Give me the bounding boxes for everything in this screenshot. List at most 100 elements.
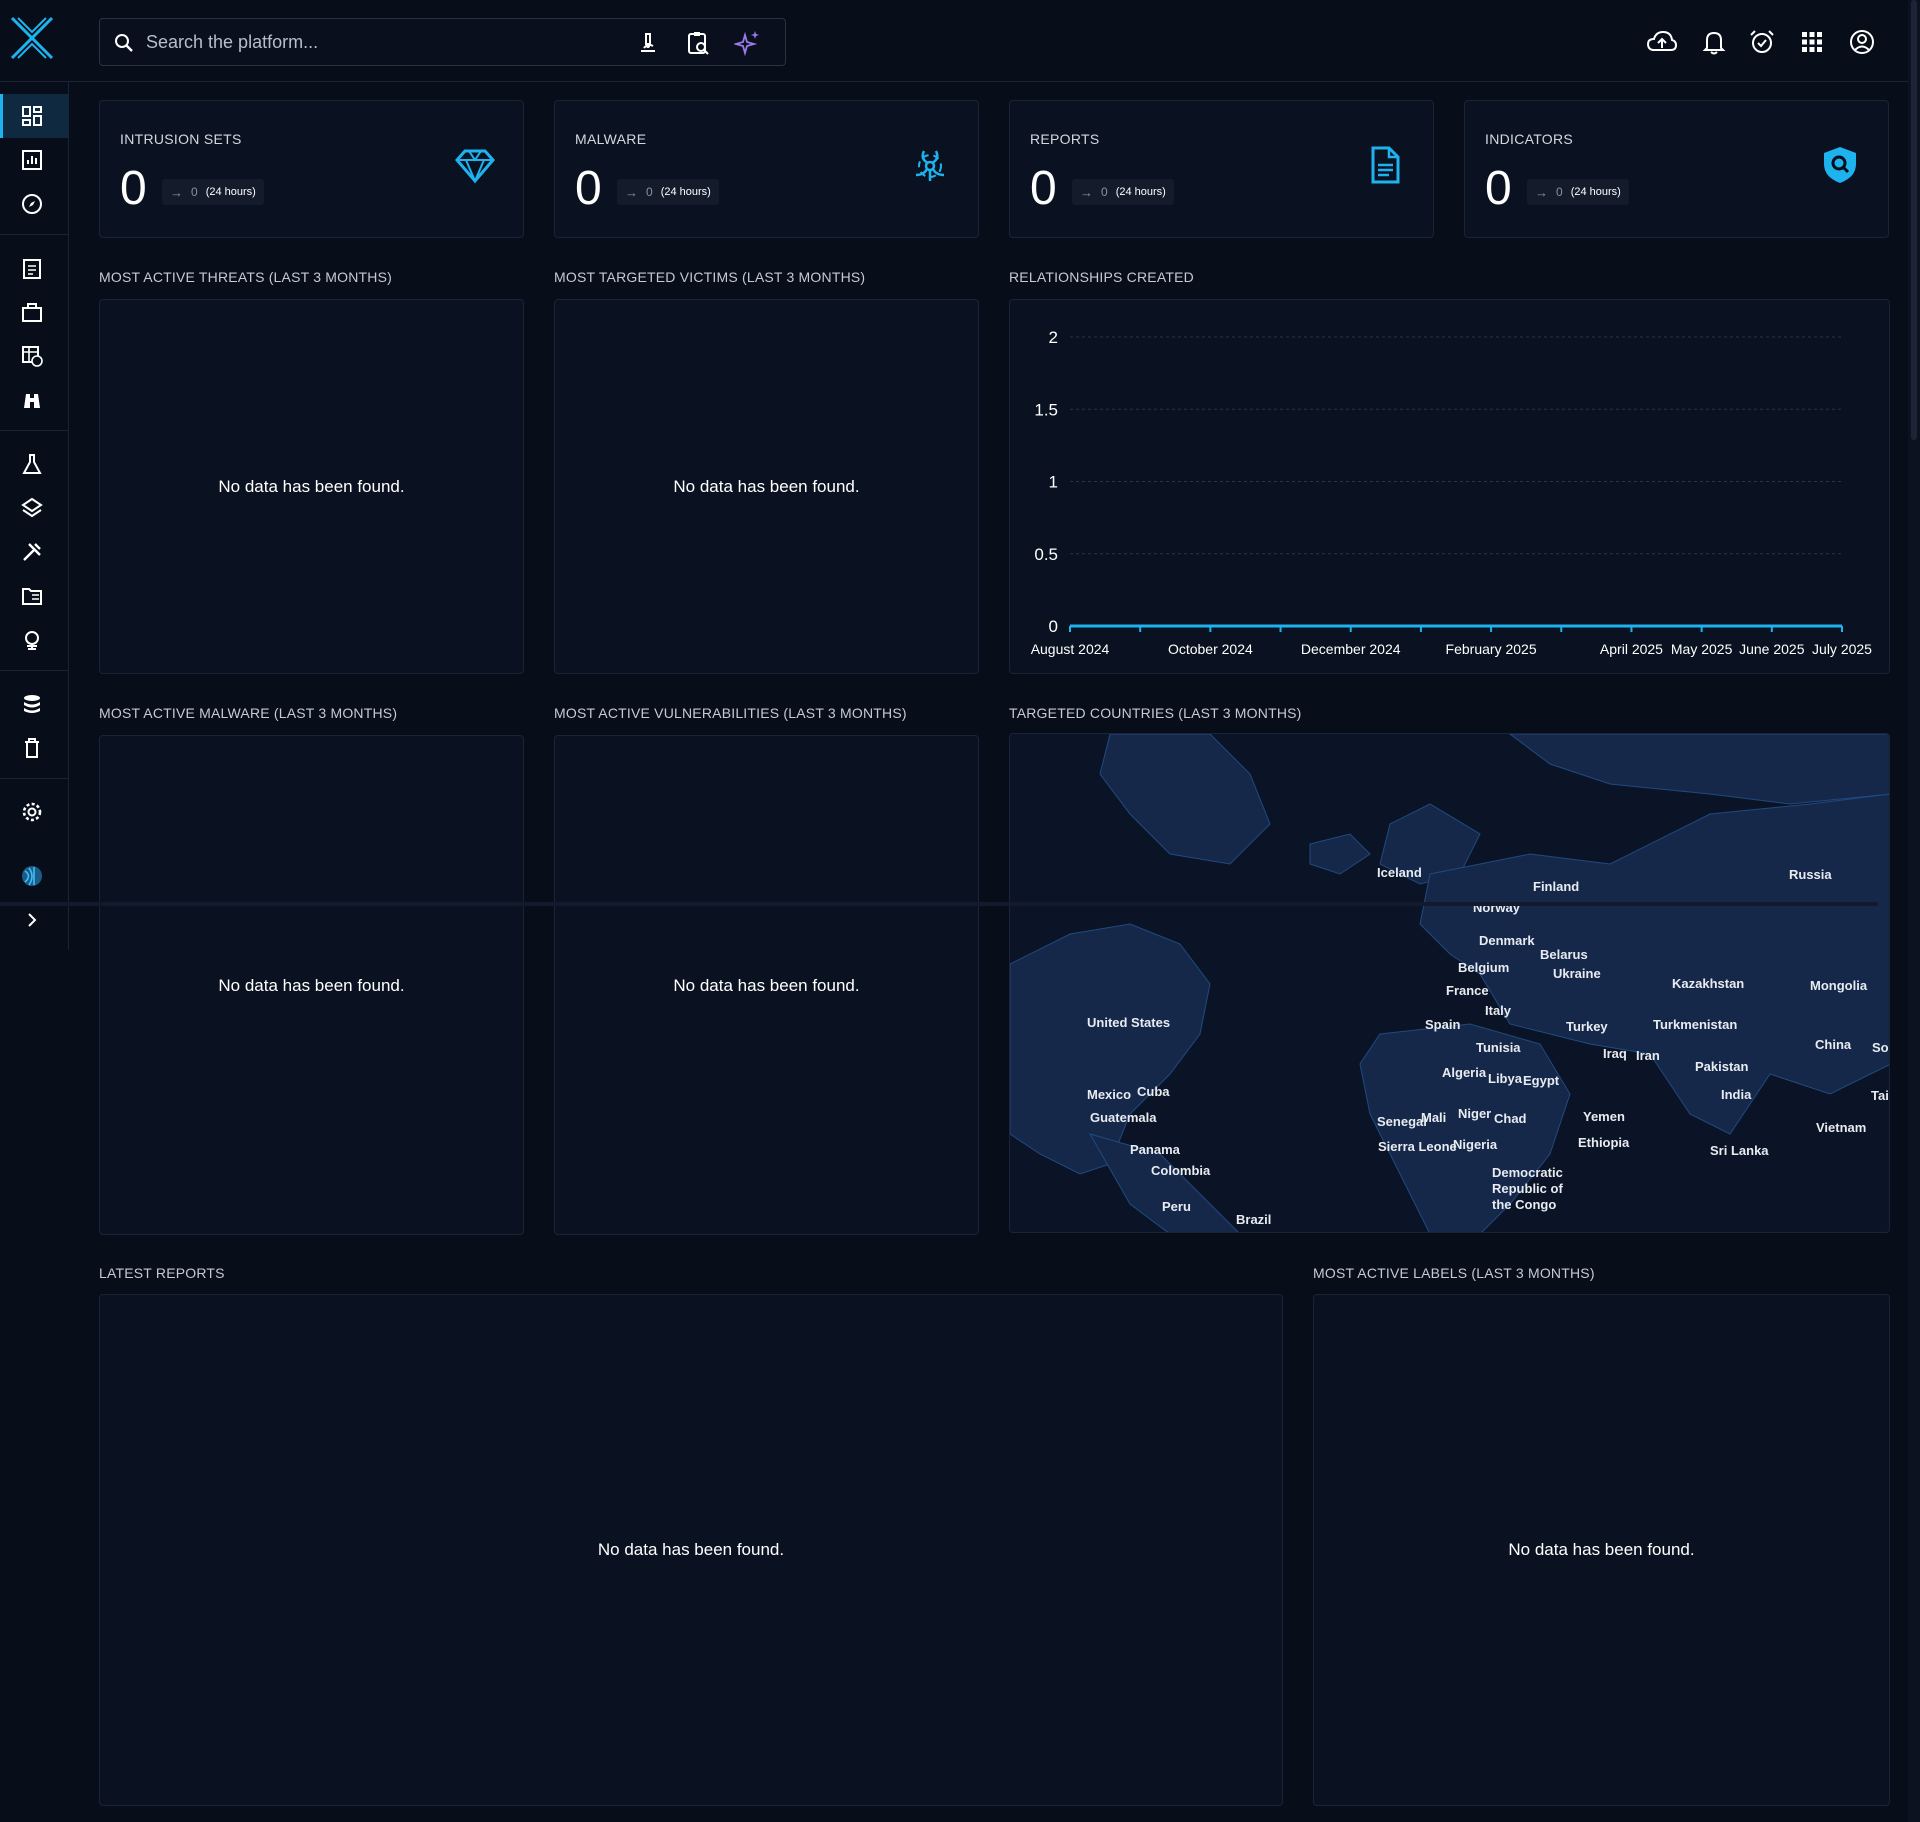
nav-explore[interactable] xyxy=(0,182,68,226)
world-map[interactable]: IcelandFinlandRussiaNorwayDenmarkBelarus… xyxy=(1010,734,1890,1233)
country-label: Mexico xyxy=(1087,1087,1131,1102)
ai-sparkle-icon[interactable] xyxy=(734,29,762,57)
country-label: Mongolia xyxy=(1810,978,1868,993)
nav-observations[interactable] xyxy=(0,334,68,378)
country-label: Iran xyxy=(1636,1048,1660,1063)
country-label: Belgium xyxy=(1458,960,1509,975)
stat-delta-chip: → 0 (24 hours) xyxy=(1527,179,1629,205)
nav-dashboard[interactable] xyxy=(0,94,68,138)
section-title-labels: MOST ACTIVE LABELS (LAST 3 MONTHS) xyxy=(1313,1265,1595,1281)
nav-entities[interactable] xyxy=(0,574,68,618)
stat-delta: 0 xyxy=(1556,185,1563,199)
nav-events[interactable] xyxy=(0,290,68,334)
nav-expand[interactable] xyxy=(0,898,68,942)
nav-filigran[interactable] xyxy=(0,854,68,898)
stat-title: MALWARE xyxy=(575,131,647,147)
country-label: Brazil xyxy=(1236,1212,1271,1227)
country-label: Chad xyxy=(1494,1111,1527,1126)
alarm-check-icon[interactable] xyxy=(1748,28,1776,56)
bell-icon[interactable] xyxy=(1700,28,1728,56)
country-label: Sierra Leone xyxy=(1378,1139,1457,1154)
stat-delta: 0 xyxy=(1101,185,1108,199)
stat-delta: 0 xyxy=(191,185,198,199)
y-tick-label: 1 xyxy=(1049,473,1058,492)
empty-message: No data has been found. xyxy=(1508,1540,1695,1559)
nav-cases[interactable] xyxy=(0,246,68,290)
left-navigation xyxy=(0,82,69,950)
chart-box-icon xyxy=(22,150,42,170)
clipboard-search-icon[interactable] xyxy=(684,29,712,57)
stat-card-reports[interactable]: REPORTS 0 → 0 (24 hours) xyxy=(1009,100,1434,238)
section-title-vulns: MOST ACTIVE VULNERABILITIES (LAST 3 MONT… xyxy=(554,705,907,721)
page-scrollbar[interactable] xyxy=(1908,0,1920,1822)
panel-most-active-vulnerabilities: No data has been found. xyxy=(554,735,979,1235)
stat-value: 0 xyxy=(1030,162,1057,215)
nav-tools[interactable] xyxy=(0,530,68,574)
nav-trash[interactable] xyxy=(0,726,68,770)
empty-message: No data has been found. xyxy=(218,477,405,496)
scrollbar-thumb[interactable] xyxy=(1911,0,1917,440)
filigran-globe-icon xyxy=(22,866,42,886)
country-label: Niger xyxy=(1458,1106,1491,1121)
empty-message: No data has been found. xyxy=(597,1540,785,1559)
stat-card-indicators[interactable]: INDICATORS 0 → 0 (24 hours) xyxy=(1464,100,1889,238)
tools-icon xyxy=(23,543,41,561)
country-label: Libya xyxy=(1488,1071,1523,1086)
apps-grid-icon[interactable] xyxy=(1798,28,1826,56)
country-label: Finland xyxy=(1533,879,1579,894)
y-tick-label: 1.5 xyxy=(1034,400,1058,419)
country-label: Turkmenistan xyxy=(1653,1017,1737,1032)
nav-analyses[interactable] xyxy=(0,138,68,182)
y-tick-label: 0 xyxy=(1049,617,1058,636)
stat-card-malware[interactable]: MALWARE 0 → 0 (24 hours) xyxy=(554,100,979,238)
briefcase-icon xyxy=(22,303,42,322)
stat-period: (24 hours) xyxy=(1115,186,1166,198)
panel-most-active-labels: No data has been found. xyxy=(1313,1294,1890,1806)
x-tick-label: June 2025 xyxy=(1739,641,1805,657)
panel-targeted-countries-map[interactable]: Iceland Finland Russia Norway Denmark Belarus… xyxy=(1009,733,1890,1233)
trash-icon xyxy=(25,738,39,758)
country-label: Iraq xyxy=(1603,1046,1627,1061)
country-label: Iceland xyxy=(1377,865,1422,880)
country-label: Denmark xyxy=(1479,933,1535,948)
account-icon[interactable] xyxy=(1848,28,1876,56)
nav-techniques[interactable] xyxy=(0,486,68,530)
country-label: Egypt xyxy=(1523,1073,1560,1088)
country-label: Sri Lanka xyxy=(1710,1143,1769,1158)
country-label: Turkey xyxy=(1566,1019,1608,1034)
stat-delta: 0 xyxy=(646,185,653,199)
country-label: Guatemala xyxy=(1090,1110,1157,1125)
nav-locations[interactable] xyxy=(0,618,68,662)
stat-card-intrusion-sets[interactable]: INTRUSION SETS 0 → 0 (24 hours) xyxy=(99,100,524,238)
x-tick-label: July 2025 xyxy=(1812,641,1872,657)
country-label: Taiwa xyxy=(1871,1088,1890,1103)
stat-title: INDICATORS xyxy=(1485,131,1574,147)
country-label: Pakistan xyxy=(1695,1059,1749,1074)
x-tick-label: February 2025 xyxy=(1446,641,1537,657)
nav-settings[interactable] xyxy=(0,790,68,834)
stat-value: 0 xyxy=(120,162,147,215)
country-label: Spain xyxy=(1425,1017,1460,1032)
stat-title: REPORTS xyxy=(1030,131,1100,147)
country-label: Nigeria xyxy=(1453,1137,1498,1152)
country-label: Peru xyxy=(1162,1199,1191,1214)
stat-period: (24 hours) xyxy=(1570,186,1621,198)
cloud-upload-icon[interactable] xyxy=(1646,28,1678,56)
stat-value: 0 xyxy=(1485,162,1512,215)
search-input[interactable] xyxy=(146,27,586,57)
country-label: Mali xyxy=(1421,1110,1446,1125)
stat-period: (24 hours) xyxy=(660,186,711,198)
empty-message: No data has been found. xyxy=(673,477,860,496)
file-document-icon xyxy=(1371,146,1400,184)
country-label: Sout xyxy=(1872,1040,1890,1055)
stat-value: 0 xyxy=(575,162,602,215)
country-label: Ethiopia xyxy=(1578,1135,1630,1150)
microscope-icon[interactable] xyxy=(634,29,662,57)
clipboard-list-icon xyxy=(23,259,41,279)
nav-arsenal[interactable] xyxy=(0,442,68,486)
section-title-victims: MOST TARGETED VICTIMS (LAST 3 MONTHS) xyxy=(554,269,866,285)
opencti-logo-icon[interactable] xyxy=(8,14,56,62)
country-label: Vietnam xyxy=(1816,1120,1866,1135)
nav-threats[interactable] xyxy=(0,378,68,422)
nav-data[interactable] xyxy=(0,682,68,726)
